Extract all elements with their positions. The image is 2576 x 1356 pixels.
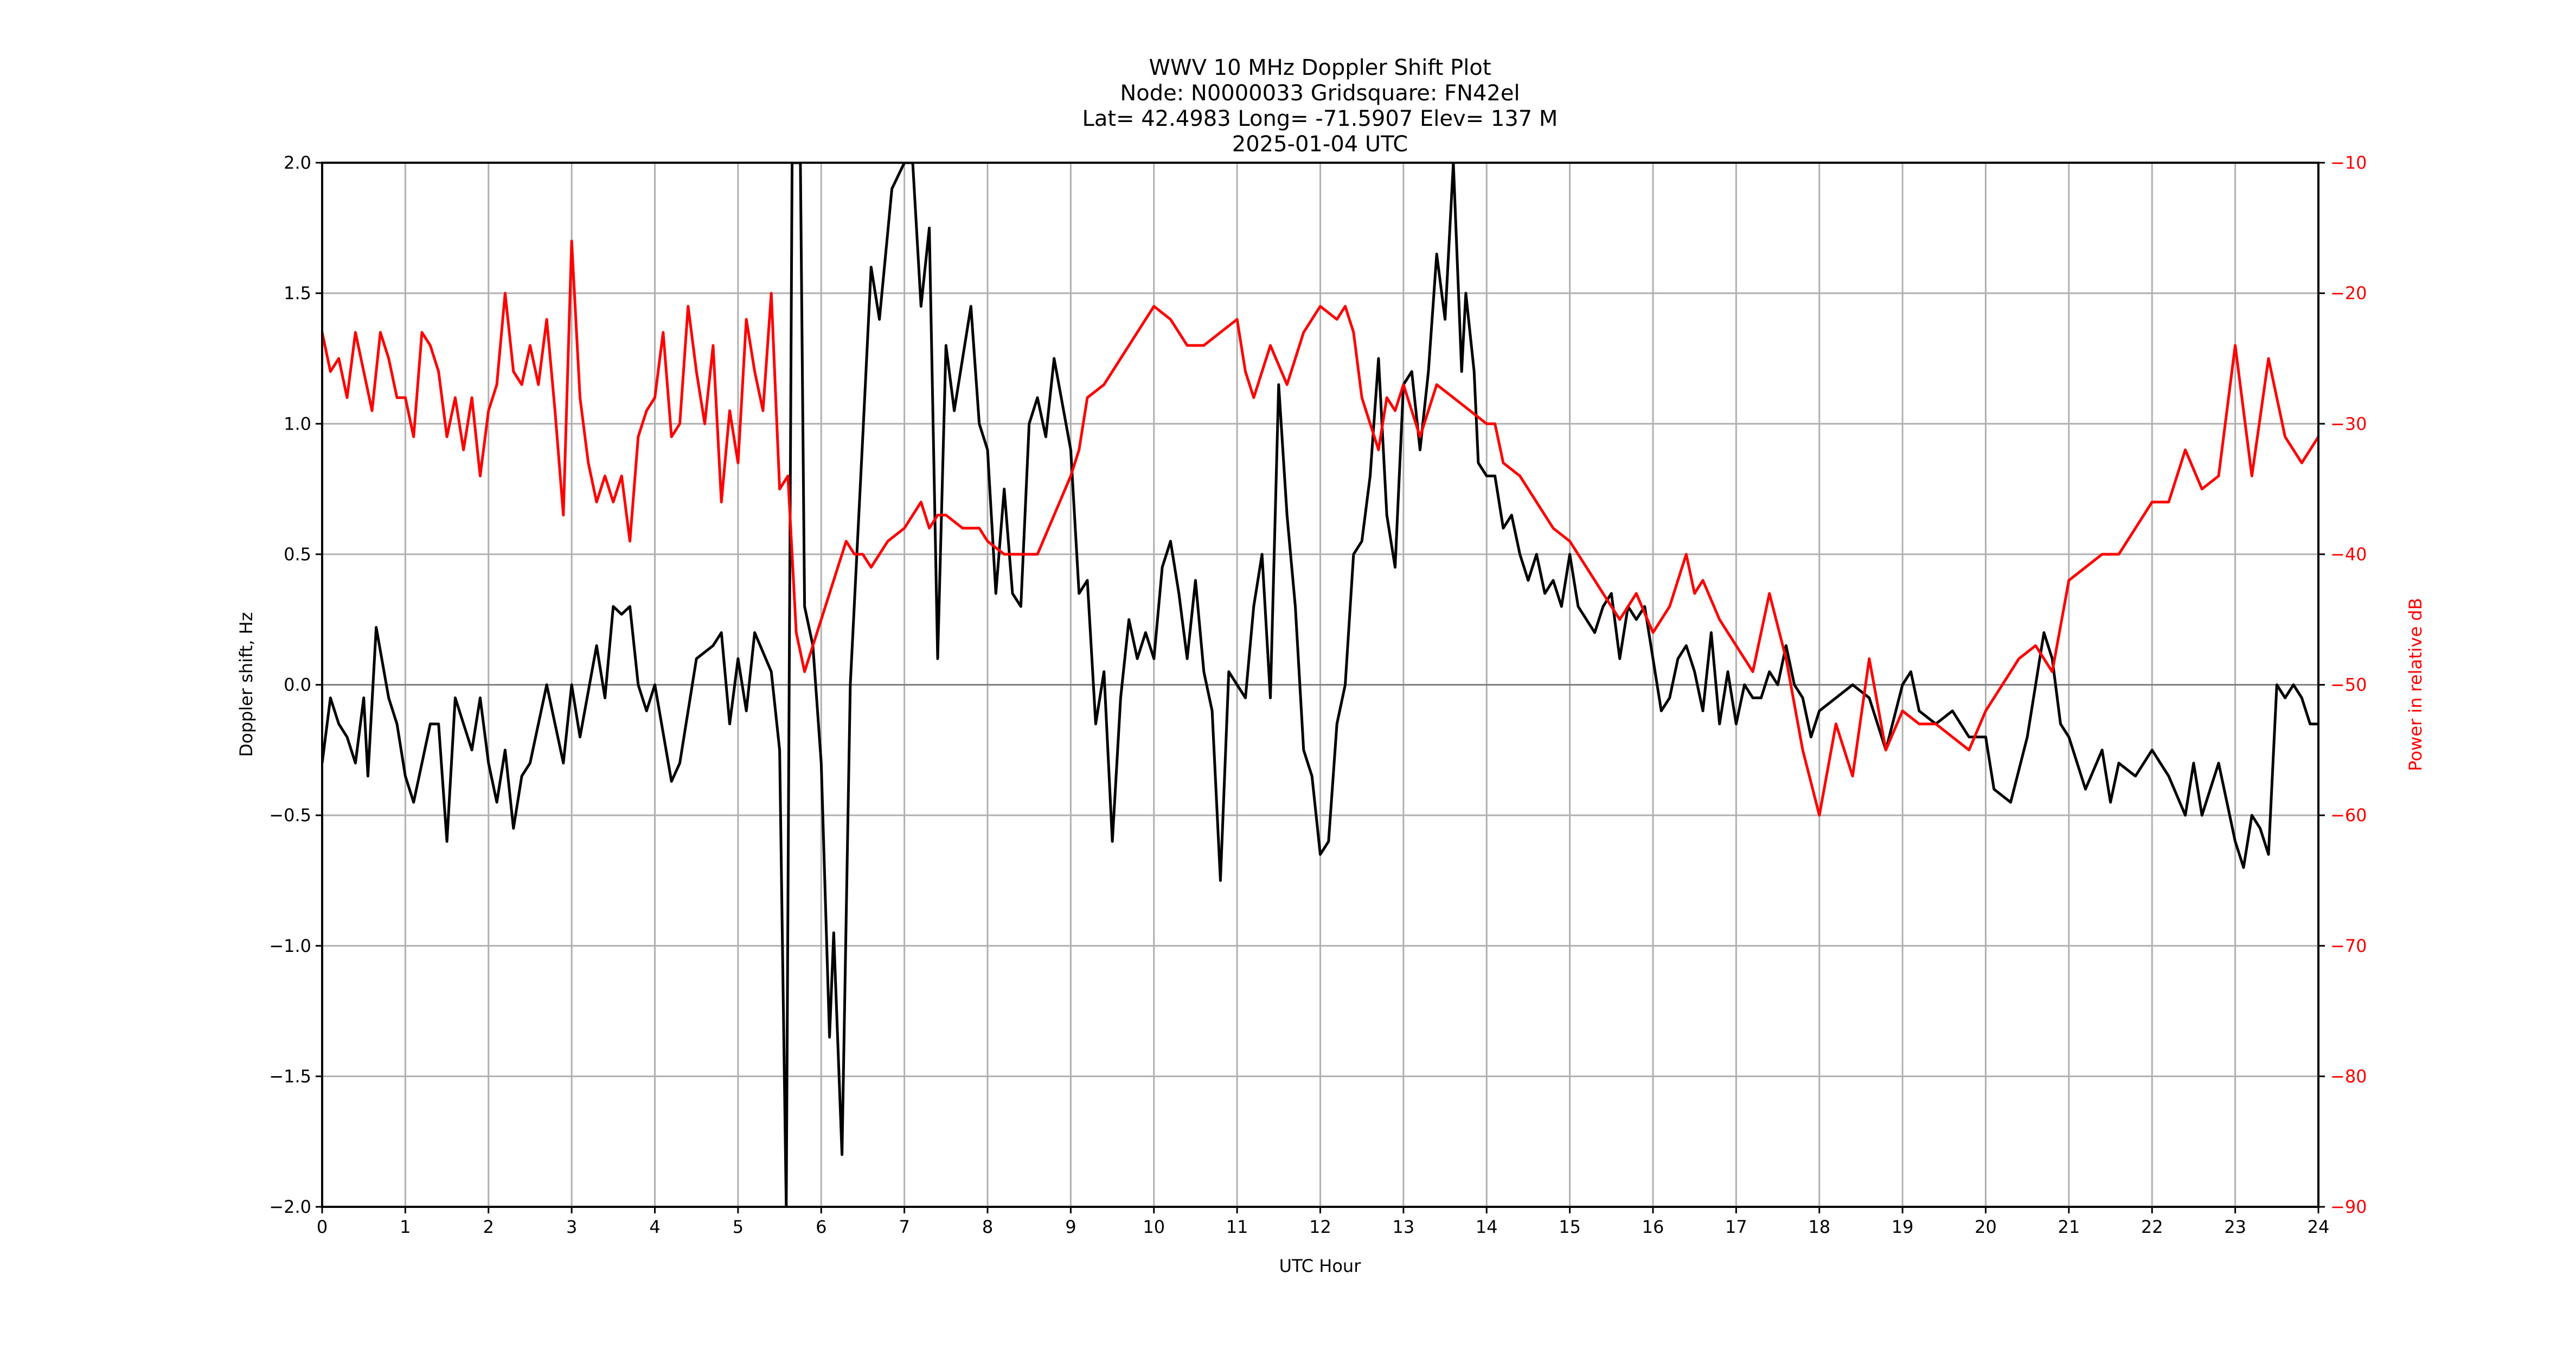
y-tick-label: 1.0 [284, 413, 311, 434]
x-axis-label: UTC Hour [1279, 1256, 1362, 1276]
y-tick-label: −2.0 [269, 1197, 311, 1217]
title-line-1: WWV 10 MHz Doppler Shift Plot [1149, 55, 1491, 80]
x-tick-label: 11 [1226, 1217, 1248, 1237]
y-tick-label: 1.5 [284, 283, 311, 304]
y2-tick-label: −50 [2330, 675, 2367, 695]
x-tick-label: 6 [816, 1217, 826, 1237]
x-tick-label: 0 [317, 1217, 328, 1237]
y2-tick-label: −30 [2330, 413, 2367, 434]
x-tick-label: 24 [2308, 1217, 2330, 1237]
y-tick-label: −1.0 [269, 936, 311, 956]
y2-tick-label: −20 [2330, 283, 2367, 304]
x-tick-label: 7 [899, 1217, 909, 1237]
x-tick-label: 10 [1143, 1217, 1165, 1237]
x-tick-label: 2 [483, 1217, 494, 1237]
x-tick-label: 1 [400, 1217, 411, 1237]
x-tick-label: 5 [733, 1217, 744, 1237]
title-line-3: Lat= 42.4983 Long= -71.5907 Elev= 137 M [1082, 106, 1558, 131]
title-line-4: 2025-01-04 UTC [1232, 132, 1408, 157]
x-tick-label: 20 [1975, 1217, 1997, 1237]
y-tick-label: −0.5 [269, 805, 311, 826]
x-tick-label: 18 [1808, 1217, 1830, 1237]
x-tick-label: 3 [566, 1217, 577, 1237]
title-line-2: Node: N0000033 Gridsquare: FN42el [1120, 81, 1520, 106]
y2-axis-label: Power in relative dB [2405, 598, 2426, 771]
y2-tick-label: −90 [2330, 1197, 2367, 1217]
ticks: 0 1 2 3 4 5 6 7 8 9 10 11 12 13 14 15 16 17 18 19 20 21 22 23 24… [269, 152, 2367, 1237]
x-tick-label: 12 [1309, 1217, 1331, 1237]
x-tick-label: 17 [1725, 1217, 1747, 1237]
y2-tick-label: −10 [2330, 152, 2367, 173]
x-tick-label: 8 [982, 1217, 993, 1237]
x-tick-label: 15 [1559, 1217, 1581, 1237]
y-tick-label: −1.5 [269, 1066, 311, 1086]
x-tick-label: 13 [1393, 1217, 1415, 1237]
y-tick-label: 0.5 [284, 544, 311, 565]
series-layer [322, 163, 2318, 1207]
y2-tick-label: −60 [2330, 805, 2367, 826]
y2-tick-label: −80 [2330, 1066, 2367, 1086]
x-tick-label: 19 [1892, 1217, 1914, 1237]
x-tick-label: 21 [2058, 1217, 2080, 1237]
y2-tick-label: −70 [2330, 936, 2367, 956]
x-tick-label: 9 [1065, 1217, 1076, 1237]
y2-tick-label: −40 [2330, 544, 2367, 565]
power-line [322, 239, 2318, 817]
x-tick-label: 23 [2224, 1217, 2246, 1237]
grid [321, 162, 2319, 1208]
doppler-line [322, 163, 2318, 1207]
y-tick-label: 0.0 [284, 675, 311, 695]
x-tick-label: 22 [2141, 1217, 2163, 1237]
x-tick-label: 4 [649, 1217, 660, 1237]
x-tick-label: 16 [1642, 1217, 1664, 1237]
x-tick-label: 14 [1476, 1217, 1498, 1237]
y-axis-label: Doppler shift, Hz [236, 612, 257, 757]
y-tick-label: 2.0 [284, 152, 311, 173]
